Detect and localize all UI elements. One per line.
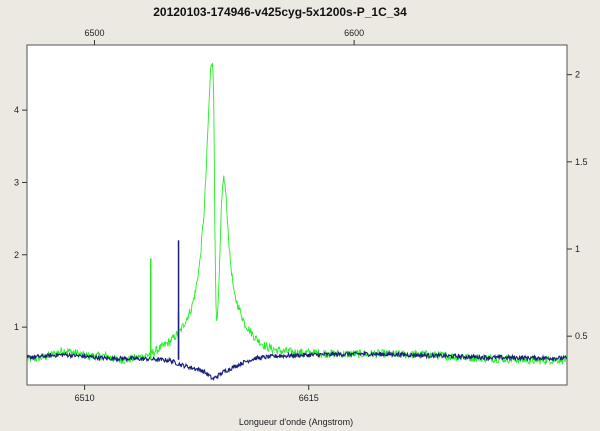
bottom-axis: 6510 6615 [75,385,319,403]
chart-title: 20120103-174946-v425cyg-5x1200s-P_1C_34 [153,5,407,19]
right-tick-label: 1.5 [575,157,588,167]
top-tick-label: 6500 [84,28,104,38]
x-axis-label: Longueur d'onde (Angstrom) [239,417,353,427]
left-tick-label: 1 [14,322,19,332]
top-axis: 6500 6600 [84,28,364,45]
left-tick-label: 4 [14,105,19,115]
right-y-axis: 0.5 1 1.5 2 [567,70,588,341]
left-tick-label: 2 [14,250,19,260]
right-tick-label: 0.5 [575,331,588,341]
left-tick-label: 3 [14,177,19,187]
left-y-axis: 1 2 3 4 [14,105,27,332]
spectrum-line-2 [27,350,567,382]
bottom-tick-label: 6615 [299,393,319,403]
right-tick-label: 2 [575,70,580,80]
bottom-tick-label: 6510 [75,393,95,403]
series-layer [27,62,567,382]
plot-area [26,44,568,386]
right-tick-label: 1 [575,244,580,254]
top-tick-label: 6600 [344,28,364,38]
